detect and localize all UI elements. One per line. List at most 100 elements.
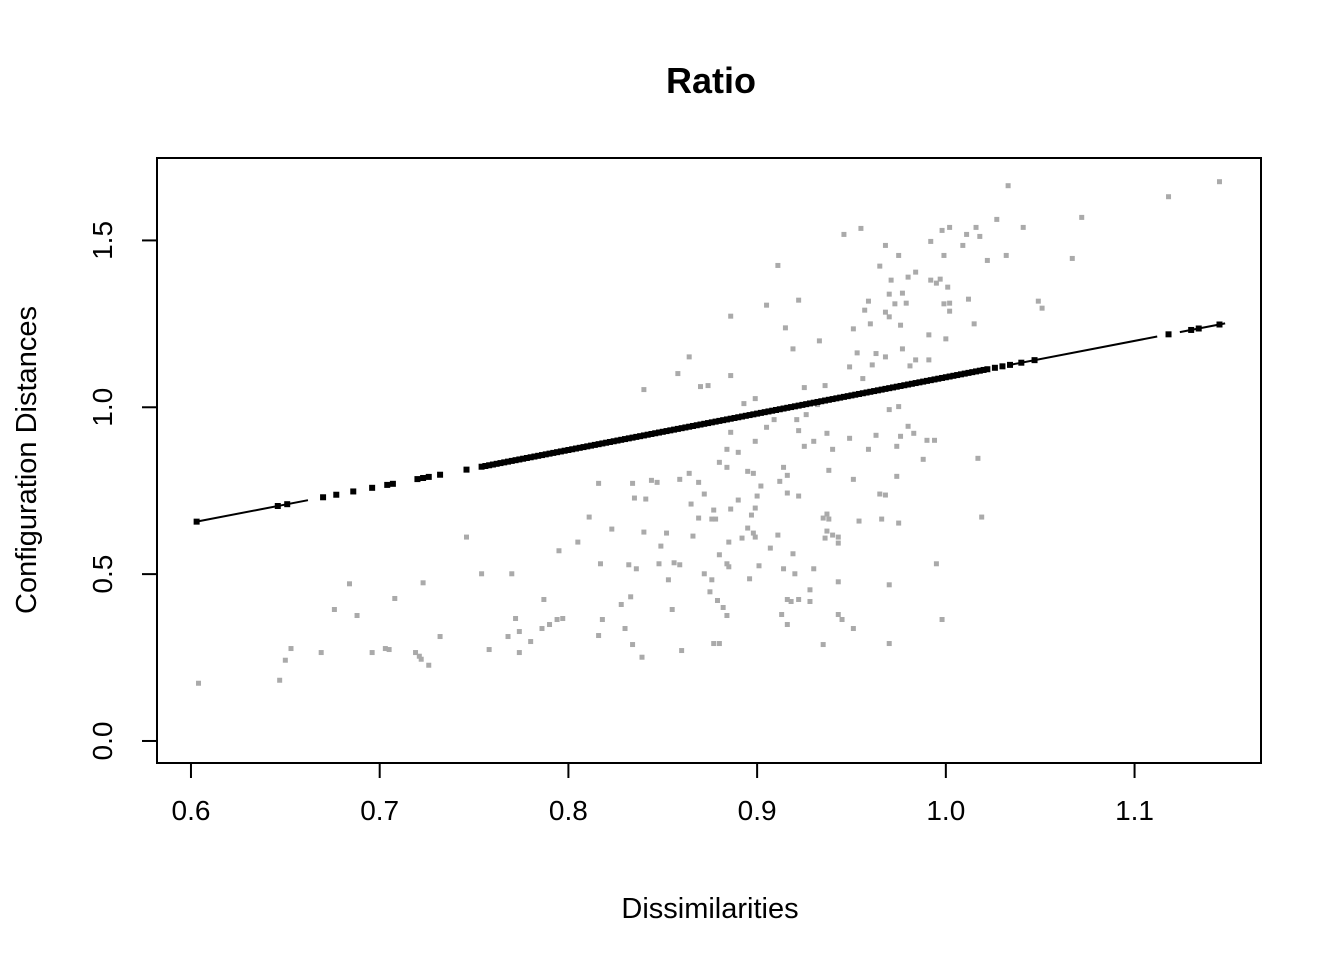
- data-point: [830, 446, 836, 452]
- data-point: [933, 561, 939, 567]
- fit-point: [923, 377, 930, 384]
- fit-point: [818, 398, 825, 405]
- fit-point: [701, 420, 708, 427]
- data-point: [282, 657, 288, 663]
- data-point: [413, 650, 419, 656]
- fit-point: [493, 460, 500, 467]
- fit-point: [946, 373, 953, 380]
- fit-point: [840, 393, 847, 400]
- data-point: [622, 626, 628, 632]
- data-point: [479, 571, 485, 577]
- fit-point: [708, 419, 715, 426]
- data-point: [677, 476, 683, 482]
- fit-point: [803, 401, 810, 408]
- data-point: [1166, 194, 1172, 200]
- data-point: [899, 346, 905, 352]
- fit-point: [739, 413, 746, 420]
- data-point: [505, 634, 511, 640]
- data-point: [947, 308, 953, 314]
- data-point: [822, 535, 828, 541]
- fit-point: [795, 402, 802, 409]
- fit-point: [542, 451, 549, 458]
- data-point: [728, 506, 734, 512]
- data-point: [609, 526, 615, 532]
- data-point: [671, 560, 677, 566]
- data-point: [903, 300, 909, 306]
- fit-point: [984, 366, 991, 373]
- fit-point: [637, 433, 644, 440]
- data-point: [641, 529, 647, 535]
- fit-point: [667, 427, 674, 434]
- data-point: [754, 493, 760, 499]
- data-point: [318, 650, 324, 656]
- data-point: [781, 464, 787, 470]
- fit-point: [969, 369, 976, 376]
- fit-point: [844, 393, 851, 400]
- data-point: [896, 520, 902, 526]
- fit-point: [633, 433, 640, 440]
- fit-point: [618, 436, 625, 443]
- data-point: [932, 437, 938, 443]
- fit-point: [523, 454, 530, 461]
- data-point: [898, 433, 904, 439]
- data-point: [801, 385, 807, 391]
- data-point: [709, 516, 715, 522]
- data-point: [803, 412, 809, 418]
- fit-point: [622, 436, 629, 443]
- fit-point: [591, 441, 598, 448]
- data-point: [801, 443, 807, 449]
- fit-point: [652, 430, 659, 437]
- fit-point: [538, 452, 545, 459]
- fit-point: [882, 385, 889, 392]
- x-tick-label: 0.8: [549, 795, 588, 826]
- data-point: [882, 242, 888, 248]
- fit-point: [478, 463, 485, 470]
- fit-point: [663, 428, 670, 435]
- fit-point: [333, 491, 340, 498]
- data-point: [894, 443, 900, 449]
- fit-point: [554, 449, 561, 456]
- data-point: [856, 518, 862, 524]
- fit-point: [1165, 331, 1172, 338]
- fit-point: [482, 462, 489, 469]
- data-point: [748, 512, 754, 518]
- fit-point: [814, 398, 821, 405]
- data-point: [597, 561, 603, 567]
- data-point: [869, 362, 875, 368]
- fit-point: [274, 503, 281, 510]
- data-point: [556, 548, 562, 554]
- fit-point: [927, 377, 934, 384]
- data-point: [701, 491, 707, 497]
- fit-point: [742, 412, 749, 419]
- y-axis: 0.0 0.5 1.0 1.5: [87, 221, 156, 760]
- fit-point: [625, 435, 632, 442]
- fit-point: [599, 440, 606, 447]
- data-point: [943, 336, 949, 342]
- fit-point: [284, 501, 291, 508]
- fit-point: [765, 408, 772, 415]
- fit-point: [931, 376, 938, 383]
- data-point: [669, 606, 675, 612]
- data-point: [873, 351, 879, 357]
- data-point: [1069, 255, 1075, 261]
- fit-point: [863, 389, 870, 396]
- data-point: [796, 596, 802, 602]
- data-point: [784, 490, 790, 496]
- fit-point: [606, 438, 613, 445]
- data-point: [888, 277, 894, 283]
- fit-point: [810, 399, 817, 406]
- data-point: [547, 622, 553, 628]
- fit-point: [874, 387, 881, 394]
- data-point: [928, 238, 934, 244]
- fit-point: [531, 453, 538, 460]
- data-point: [705, 383, 711, 389]
- data-point: [794, 417, 800, 423]
- data-point: [539, 626, 545, 632]
- data-point: [928, 277, 934, 283]
- fit-point: [576, 444, 583, 451]
- data-point: [369, 650, 375, 656]
- data-point: [1035, 298, 1041, 304]
- data-point: [631, 495, 637, 501]
- data-point: [1079, 214, 1085, 220]
- data-point: [886, 582, 892, 588]
